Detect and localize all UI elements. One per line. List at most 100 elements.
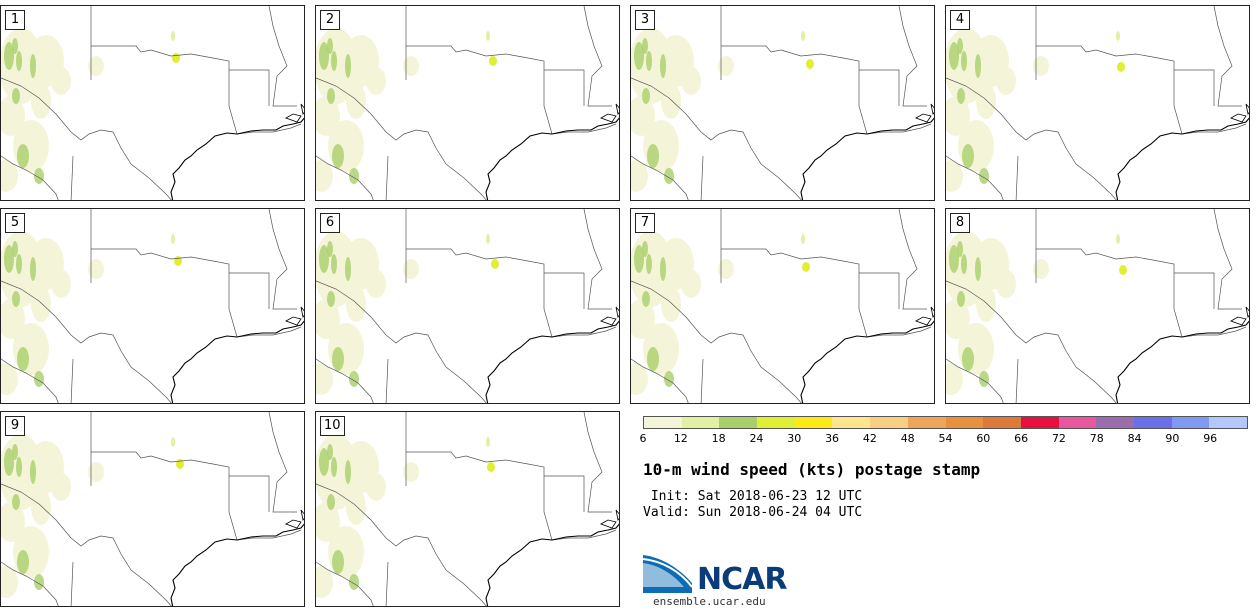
map-title: 10-m wind speed (kts) postage stamp (643, 460, 981, 479)
member-number: 8 (950, 213, 970, 233)
colorbar-swatch (1058, 417, 1097, 428)
wind-contour-6kt (328, 323, 364, 375)
wind-contour-6kt (1033, 259, 1049, 279)
state-border (316, 77, 487, 200)
wind-contour-18kt (4, 448, 14, 476)
state-border (858, 70, 868, 135)
wind-contour-18kt (332, 144, 344, 168)
coastline (170, 117, 304, 200)
lake-outline (285, 103, 304, 123)
state-border (551, 326, 617, 338)
wind-contour-18kt (957, 38, 963, 54)
wind-contour-6kt (1, 502, 25, 542)
wind-contour-6kt (346, 83, 366, 119)
wind-contour-18kt (319, 245, 329, 273)
wind-contour-18kt (12, 38, 18, 54)
wind-contour-6kt (316, 502, 340, 542)
init-time: Init: Sat 2018-06-23 12 UTC (643, 489, 863, 504)
state-border (1213, 6, 1242, 107)
member-number: 5 (5, 213, 25, 233)
state-border (946, 155, 1004, 200)
state-border (91, 45, 230, 70)
state-border (268, 412, 297, 513)
colorbar-tick-label: 42 (862, 432, 877, 445)
coastline (1115, 117, 1249, 200)
state-border (946, 280, 1117, 403)
wind-contour-6kt (366, 473, 386, 501)
wind-contour-24kt (491, 259, 499, 269)
wind-contour-6kt (631, 160, 648, 192)
wind-contour-18kt (345, 54, 351, 78)
colorbar-tick-label: 84 (1127, 432, 1142, 445)
wind-contour-6kt (328, 526, 364, 578)
wind-contour-18kt (332, 347, 344, 371)
lake-outline (600, 509, 619, 529)
map-canvas (631, 6, 934, 200)
wind-contour-6kt (13, 323, 49, 375)
wind-contour-18kt (975, 257, 981, 281)
wind-contour-18kt (17, 550, 29, 574)
state-border (236, 326, 302, 338)
wind-contour-12kt (801, 31, 805, 41)
coastline (485, 523, 619, 606)
lake-outline (285, 509, 304, 529)
map-canvas (1, 412, 304, 606)
wind-contour-18kt (660, 257, 666, 281)
colorbar-tick-label: 30 (787, 432, 802, 445)
wind-contour-18kt (979, 371, 989, 387)
state-border (1173, 273, 1183, 338)
state-border (91, 248, 230, 273)
wind-contour-18kt (12, 88, 20, 104)
ncar-swoosh-logo (642, 555, 693, 593)
wind-contour-6kt (13, 120, 49, 172)
state-border (551, 123, 617, 135)
state-border (1181, 123, 1247, 135)
state-border (1, 280, 172, 403)
state-border (229, 272, 270, 309)
wind-contour-18kt (4, 245, 14, 273)
colorbar-tick-label: 66 (1014, 432, 1029, 445)
wind-contour-6kt (643, 120, 679, 172)
state-border (1, 561, 59, 606)
wind-contour-18kt (34, 371, 44, 387)
wind-contour-18kt (345, 257, 351, 281)
state-border (1213, 209, 1242, 310)
coastline (485, 117, 619, 200)
logo-url: ensemble.ucar.edu (653, 595, 766, 608)
wind-contour-6kt (946, 96, 970, 136)
wind-contour-18kt (331, 457, 337, 477)
wind-contour-18kt (16, 51, 22, 71)
wind-contour-18kt (327, 38, 333, 54)
state-border (406, 45, 545, 70)
map-canvas (946, 6, 1249, 200)
state-border (544, 69, 585, 106)
map-canvas (316, 6, 619, 200)
state-border (316, 358, 374, 403)
wind-contour-6kt (958, 120, 994, 172)
state-border (1, 155, 59, 200)
state-border (385, 358, 389, 403)
wind-contour-6kt (51, 67, 71, 95)
colorbar-tick-label: 96 (1203, 432, 1218, 445)
wind-contour-24kt (1117, 62, 1125, 72)
wind-contour-6kt (681, 270, 701, 298)
state-border (946, 358, 1004, 403)
state-border (859, 69, 900, 106)
wind-contour-24kt (806, 59, 814, 69)
wind-contour-18kt (16, 457, 22, 477)
wind-contour-6kt (316, 96, 340, 136)
member-panel-9: 9 (0, 411, 305, 607)
wind-contour-18kt (647, 347, 659, 371)
state-border (316, 155, 374, 200)
wind-contour-18kt (949, 42, 959, 70)
lake-outline (1230, 306, 1249, 326)
colorbar-ticks: 6 12 18 24 30 36 42 48 54 60 66 72 78 84 90 96 (640, 432, 1248, 448)
wind-contour-12kt (171, 31, 175, 41)
colorbar-swatch (832, 417, 871, 428)
wind-contour-12kt (486, 234, 490, 244)
wind-contour-6kt (958, 323, 994, 375)
state-border (316, 280, 487, 403)
state-border (236, 529, 302, 541)
coastline (485, 320, 619, 403)
wind-contour-6kt (366, 67, 386, 95)
